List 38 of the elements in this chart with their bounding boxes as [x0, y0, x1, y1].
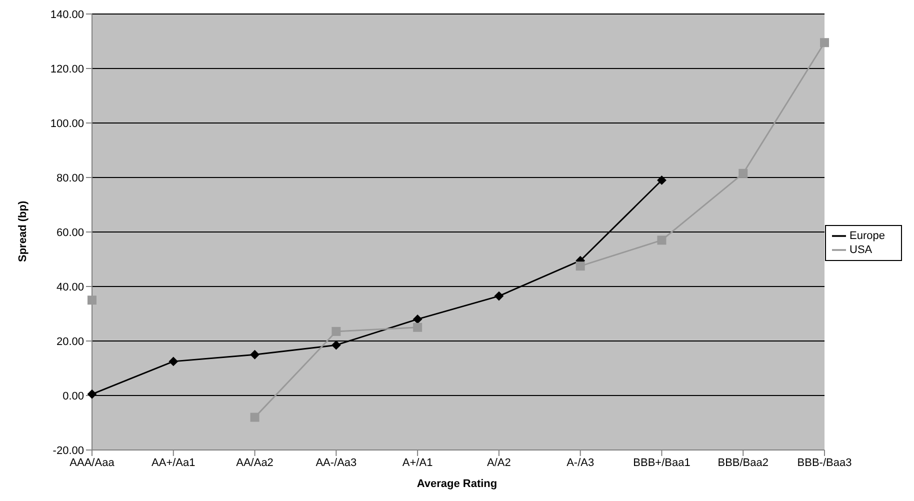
point	[413, 314, 422, 324]
legend-label: USA	[850, 244, 872, 256]
point	[88, 390, 96, 399]
y-tick-label: 20.00	[56, 336, 84, 348]
legend-label: Europe	[850, 230, 885, 242]
point	[413, 322, 422, 332]
x-tick-label: A+/A1	[402, 456, 433, 469]
x-tick-label: AA-/Aa3	[316, 456, 357, 469]
point	[576, 262, 585, 271]
x-tick-label: BBB-/Baa3	[797, 456, 852, 469]
y-axis-title: Spread (bp)	[16, 200, 29, 262]
y-tick-label: -20.00	[52, 444, 84, 457]
y-tick-label: 40.00	[56, 281, 84, 294]
point	[657, 176, 666, 185]
x-tick-label: AA+/Aa1	[152, 456, 196, 469]
x-axis-title: Average Rating	[416, 478, 498, 490]
point	[494, 292, 504, 301]
x-tick-label: A/A2	[487, 456, 511, 469]
point	[332, 340, 341, 350]
y-tick-label: 60.00	[56, 226, 84, 239]
point	[250, 412, 260, 422]
x-tick-label: A-/A3	[566, 456, 594, 469]
y-tick-label: 140.00	[50, 8, 84, 21]
x-tick-label: AA/Aa2	[236, 456, 274, 469]
point	[88, 296, 96, 305]
x-tick-label: AAA/Aaa	[70, 456, 116, 469]
point	[657, 236, 666, 245]
y-tick-label: 120.00	[50, 63, 84, 76]
point	[738, 168, 748, 178]
y-tick-label: 0.00	[62, 390, 84, 402]
y-tick-label: 80.00	[56, 172, 84, 184]
y-tick-label: 100.00	[50, 118, 84, 130]
point	[168, 356, 178, 366]
point	[332, 326, 341, 336]
point	[250, 350, 260, 360]
x-tick-label: BBB+/Baa1	[633, 456, 690, 469]
point	[820, 38, 830, 48]
x-tick-label: BBB/Baa2	[718, 456, 769, 469]
